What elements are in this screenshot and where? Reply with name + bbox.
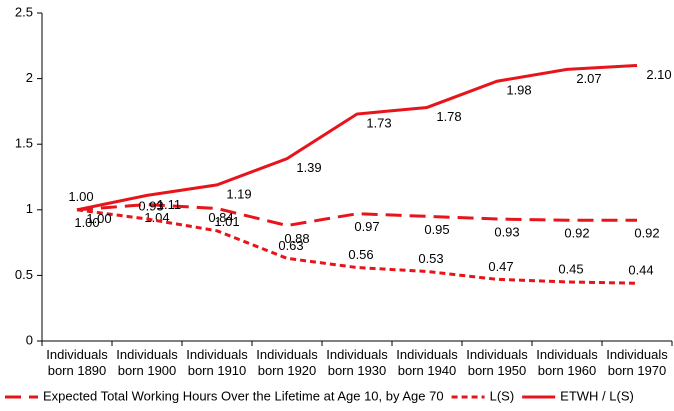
data-label: 0.63: [278, 238, 303, 253]
x-tick-label: Individuals born 1940: [396, 347, 458, 378]
legend-label: ETWH / L(S): [560, 388, 634, 403]
y-tick-label: 1.5: [15, 136, 33, 151]
y-tick-label: 2: [26, 70, 33, 85]
x-tick-label: Individuals born 1970: [606, 347, 668, 378]
data-label: 1.00: [74, 215, 99, 230]
series-line: [76, 203, 637, 228]
data-label: 0.47: [488, 259, 513, 274]
data-label: 0.92: [564, 226, 589, 241]
y-tick-label: 1: [26, 201, 33, 216]
y-tick-label: 0.5: [15, 267, 33, 282]
data-label: 0.92: [634, 226, 659, 241]
data-label: 1.73: [366, 115, 391, 130]
data-label: 0.95: [424, 222, 449, 237]
x-tick-label: Individuals born 1950: [466, 347, 528, 378]
x-tick-label: Individuals born 1960: [536, 347, 598, 378]
series-line: [76, 208, 638, 285]
data-label: 0.44: [628, 263, 653, 278]
data-label: 1.98: [506, 83, 531, 98]
y-tick-label: 0: [26, 332, 33, 347]
data-label: 0.97: [354, 219, 379, 234]
data-label: 1.78: [436, 109, 461, 124]
data-label: 1.19: [226, 186, 251, 201]
data-label: 1.11: [157, 197, 181, 212]
legend-label: Expected Total Working Hours Over the Li…: [43, 388, 444, 403]
x-tick-label: Individuals born 1900: [116, 347, 178, 378]
x-tick-label: Individuals born 1910: [186, 347, 248, 378]
data-label: 0.93: [494, 224, 519, 239]
y-tick-label: 2.5: [15, 4, 33, 19]
data-label: 0.84: [208, 210, 233, 225]
data-label: 1.00: [68, 189, 93, 204]
data-label: 0.88: [284, 231, 309, 246]
data-label: 0.93: [138, 198, 163, 213]
legend-label: L(S): [490, 388, 515, 403]
data-label: 0.45: [558, 261, 583, 276]
series-line: [76, 63, 638, 212]
x-tick-label: Individuals born 1920: [256, 347, 318, 378]
data-label: 1.00: [86, 211, 111, 226]
data-label: 1.01: [214, 214, 239, 229]
data-label: 0.53: [418, 251, 443, 266]
data-label: 1.04: [144, 210, 169, 225]
data-label: 2.07: [576, 71, 601, 86]
data-label: 1.39: [296, 160, 321, 175]
x-tick-label: Individuals born 1890: [46, 347, 108, 378]
x-tick-label: Individuals born 1930: [326, 347, 388, 378]
data-label: 2.10: [646, 67, 671, 82]
data-label: 0.56: [348, 247, 373, 262]
